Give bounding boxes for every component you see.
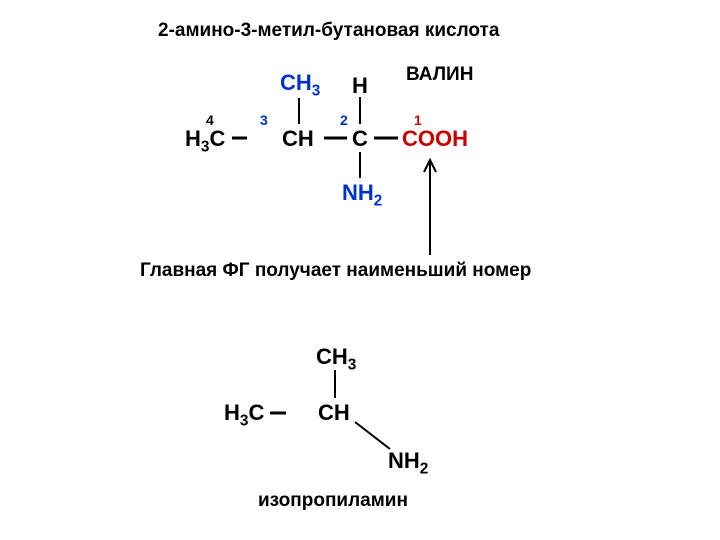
valine-ch3-top: CH3	[280, 70, 320, 100]
valine-num-3: 3	[260, 112, 268, 128]
rule-caption: Главная ФГ получает наименьший номер	[140, 260, 531, 282]
valine-ch-mid: CH	[282, 126, 314, 152]
valine-c-center: C	[352, 126, 368, 152]
iso-ch3-top: CH3	[316, 344, 356, 374]
valine-num-2: 2	[340, 112, 348, 128]
iso-h3c-left: H3C	[224, 400, 264, 430]
valine-num-4: 4	[206, 112, 214, 128]
valine-h3c-left: H3C	[185, 126, 225, 156]
valine-label: ВАЛИН	[406, 64, 473, 86]
valine-h-center: H	[352, 73, 368, 99]
valine-num-1: 1	[414, 112, 422, 128]
valine-cooh: COOH	[402, 126, 468, 152]
iso-nh2: NH2	[388, 448, 428, 478]
valine-nh2: NH2	[342, 180, 382, 210]
iupac-title: 2-амино-3-метил-бутановая кислота	[158, 20, 499, 42]
isopropylamine-label: изопропиламин	[258, 490, 408, 512]
iso-ch-mid: CH	[318, 400, 350, 426]
